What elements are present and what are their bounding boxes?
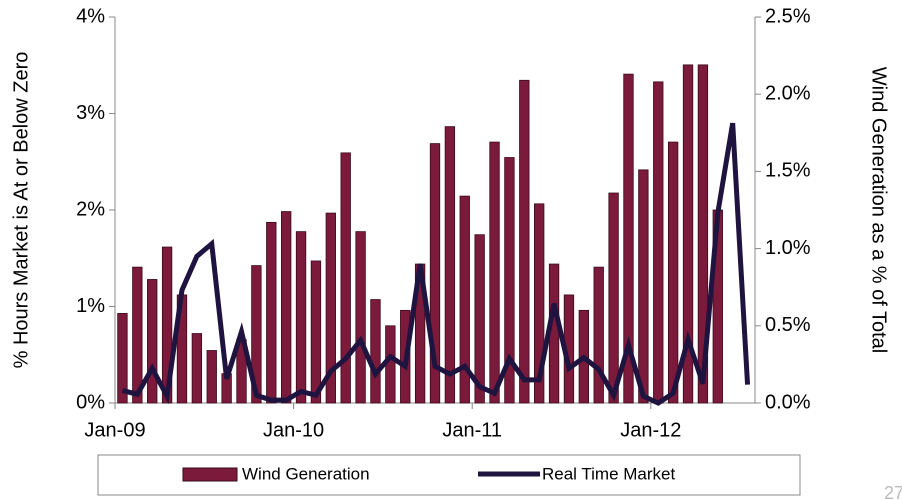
- y2-tick-label: 2.5%: [765, 5, 811, 27]
- bar: [667, 141, 679, 404]
- bar: [534, 203, 545, 404]
- legend-swatch: [182, 467, 238, 482]
- bar: [132, 266, 143, 404]
- y2-tick-label: 0.5%: [765, 314, 811, 336]
- x-tick-label: Jan-12: [620, 419, 681, 441]
- legend-box: [97, 454, 801, 496]
- bar: [638, 169, 649, 404]
- bar: [697, 64, 709, 404]
- bar: [310, 260, 322, 404]
- line: [121, 122, 751, 406]
- bar: [280, 211, 292, 404]
- bar: [608, 192, 619, 404]
- y-tick-label: 1%: [76, 295, 105, 317]
- bar: [206, 350, 217, 404]
- bar: [147, 279, 158, 404]
- y2-tick-label: 2.0%: [765, 82, 811, 104]
- x-tick-label: Jan-09: [84, 419, 145, 441]
- y2-tick-label: 0.0%: [765, 391, 811, 413]
- bar: [504, 157, 515, 404]
- x-tick-label: Jan-10: [263, 419, 324, 441]
- legend-label: Real Time Market: [542, 464, 675, 483]
- y-axis-label: % Hours Market is At or Below Zero: [10, 52, 32, 369]
- bar: [429, 143, 441, 404]
- y-tick-label: 0%: [76, 391, 105, 413]
- y2-tick-label: 1.0%: [765, 237, 811, 259]
- bar: [355, 231, 366, 404]
- bar: [340, 152, 351, 404]
- legend-label: Wind Generation: [242, 464, 370, 483]
- bar: [325, 212, 336, 404]
- bar: [266, 221, 277, 404]
- y2-tick-label: 1.5%: [765, 160, 811, 182]
- bar: [489, 141, 500, 404]
- y-tick-label: 2%: [76, 198, 105, 220]
- bar: [191, 333, 203, 404]
- bar: [682, 64, 694, 404]
- bar: [653, 81, 664, 404]
- bar: [623, 73, 634, 404]
- bar: [117, 313, 128, 404]
- bar: [161, 246, 173, 404]
- bar: [444, 126, 456, 404]
- bar: [519, 79, 530, 404]
- y2-axis-label: Wind Generation as a % of Total: [868, 67, 890, 353]
- bar: [459, 195, 470, 404]
- bar: [474, 234, 485, 404]
- y-tick-label: 4%: [76, 5, 105, 27]
- page-number: 27: [884, 483, 902, 500]
- x-tick-label: Jan-11: [442, 419, 502, 441]
- bar: [593, 266, 604, 404]
- bar: [295, 231, 307, 404]
- bar: [370, 299, 381, 404]
- y-tick-label: 3%: [76, 102, 105, 124]
- bar: [251, 265, 262, 404]
